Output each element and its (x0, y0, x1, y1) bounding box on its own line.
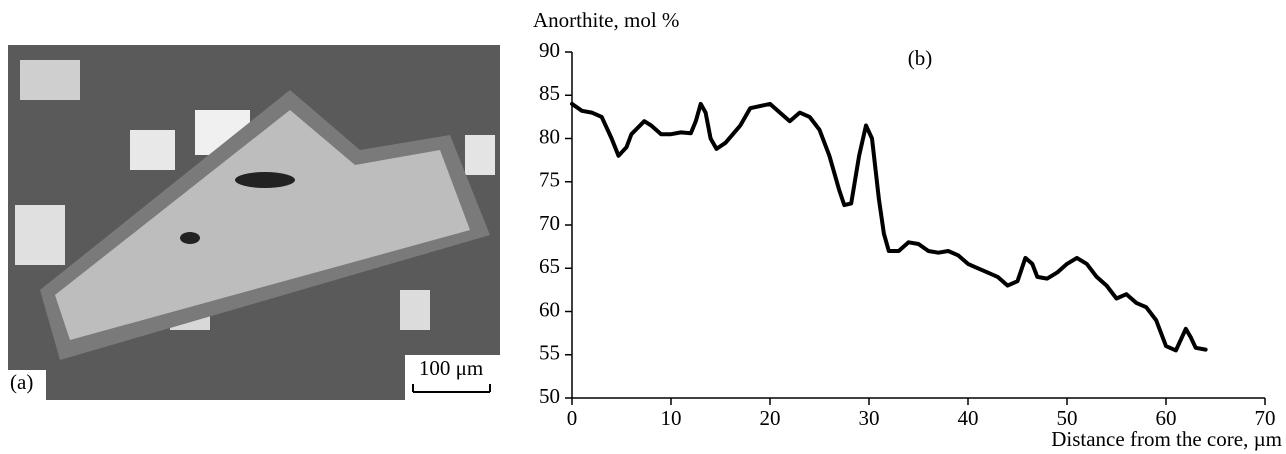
y-tick-label: 80 (539, 124, 560, 148)
x-tick-label: 70 (1255, 406, 1276, 430)
annotation: (b) (908, 46, 933, 70)
panel-label: (a) (10, 370, 33, 394)
x-tick-label: 60 (1156, 406, 1177, 430)
figure: (a) 100 μm Anorthite, mol % Distance fro… (0, 0, 1286, 454)
x-axis-label: Distance from the core, µm (1051, 427, 1282, 451)
x-tick-label: 0 (567, 406, 578, 430)
y-tick-label: 60 (539, 297, 560, 321)
y-tick-label: 65 (539, 254, 560, 278)
x-tick-label: 20 (760, 406, 781, 430)
x-tick-label: 40 (958, 406, 979, 430)
data-line (572, 104, 1206, 351)
x-tick-label: 30 (859, 406, 880, 430)
y-axis-label: Anorthite, mol % (533, 8, 679, 32)
y-tick-label: 85 (539, 81, 560, 105)
y-tick-label: 90 (539, 38, 560, 62)
y-tick-label: 50 (539, 384, 560, 408)
micrograph (8, 45, 500, 400)
y-tick-label: 55 (539, 341, 560, 365)
scale-bar-label: 100 μm (419, 356, 483, 380)
y-tick-label: 75 (539, 168, 560, 192)
y-tick-label: 70 (539, 211, 560, 235)
x-tick-label: 50 (1057, 406, 1078, 430)
x-tick-label: 10 (661, 406, 682, 430)
